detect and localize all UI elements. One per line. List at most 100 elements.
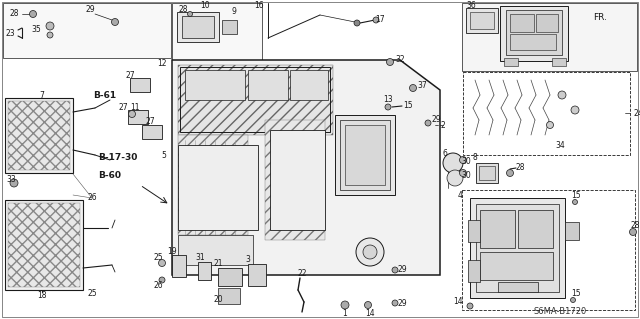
Bar (480, 210, 515, 248)
Bar (565, 222, 579, 240)
Text: 3: 3 (246, 256, 250, 264)
Bar (340, 120, 390, 190)
Bar (128, 110, 148, 124)
Bar (345, 125, 385, 185)
Text: 22: 22 (297, 270, 307, 278)
Bar (468, 220, 480, 242)
Text: 32: 32 (395, 56, 405, 64)
Text: 20: 20 (213, 295, 223, 305)
Text: 25: 25 (153, 253, 163, 262)
Text: 28: 28 (179, 5, 188, 14)
Circle shape (363, 245, 377, 259)
Text: B-61: B-61 (93, 91, 116, 100)
Bar (178, 235, 253, 265)
Text: 19: 19 (167, 248, 177, 256)
Text: 6: 6 (442, 149, 447, 158)
Text: 14: 14 (365, 308, 375, 317)
Circle shape (425, 120, 431, 126)
Circle shape (111, 19, 118, 26)
Circle shape (385, 104, 391, 110)
Text: FR.: FR. (593, 13, 607, 23)
Circle shape (447, 170, 463, 186)
Bar (180, 67, 330, 132)
Text: 35: 35 (31, 26, 41, 34)
Circle shape (29, 11, 36, 18)
Circle shape (10, 179, 18, 187)
Bar (552, 58, 566, 66)
Text: 17: 17 (375, 14, 385, 24)
Text: 7: 7 (40, 92, 44, 100)
Circle shape (571, 106, 579, 114)
Bar (248, 264, 266, 286)
Bar (182, 16, 214, 38)
Circle shape (159, 259, 166, 266)
Circle shape (159, 277, 165, 283)
Text: S6MA-B1720: S6MA-B1720 (533, 307, 587, 315)
Text: 15: 15 (403, 100, 413, 109)
Text: 31: 31 (195, 254, 205, 263)
Circle shape (547, 122, 554, 129)
Bar (177, 12, 219, 42)
Text: 33: 33 (6, 175, 16, 184)
Bar (500, 6, 568, 61)
Text: 27: 27 (145, 117, 155, 127)
Text: 29: 29 (397, 299, 407, 308)
Text: 24: 24 (634, 108, 640, 117)
Bar (466, 8, 498, 33)
Text: 18: 18 (37, 291, 47, 300)
Bar (8, 101, 70, 170)
Circle shape (460, 157, 467, 164)
Circle shape (392, 267, 398, 273)
Bar (8, 203, 80, 287)
Text: 5: 5 (161, 151, 166, 160)
Text: 26: 26 (153, 280, 163, 290)
FancyArrow shape (616, 13, 634, 23)
Bar (5, 98, 73, 173)
Bar (178, 135, 248, 235)
Bar (536, 14, 558, 32)
Text: 8: 8 (472, 152, 477, 161)
Text: 15: 15 (571, 190, 581, 199)
Circle shape (506, 169, 513, 176)
Bar (476, 163, 498, 183)
Circle shape (365, 301, 371, 308)
Bar (265, 120, 325, 240)
Text: 12: 12 (157, 58, 167, 68)
Text: 27: 27 (125, 70, 135, 79)
Circle shape (47, 32, 53, 38)
Circle shape (129, 110, 136, 117)
Circle shape (410, 85, 417, 92)
Text: 16: 16 (254, 2, 264, 11)
Text: B-60: B-60 (99, 170, 122, 180)
Circle shape (354, 20, 360, 26)
Circle shape (558, 91, 566, 99)
Bar (462, 190, 635, 310)
Text: 28: 28 (630, 220, 640, 229)
Text: 23: 23 (5, 29, 15, 39)
Text: 30: 30 (461, 170, 471, 180)
Text: 29: 29 (397, 265, 407, 275)
Bar (518, 210, 553, 248)
Bar (462, 3, 637, 71)
Circle shape (460, 169, 467, 176)
Text: 15: 15 (571, 288, 581, 298)
Circle shape (467, 303, 473, 309)
Text: 29: 29 (85, 5, 95, 14)
Bar (468, 260, 480, 282)
Bar (510, 14, 534, 32)
Text: 30: 30 (461, 158, 471, 167)
Bar (130, 78, 150, 92)
Circle shape (373, 17, 379, 23)
Text: 9: 9 (232, 6, 236, 16)
Text: 28: 28 (515, 162, 525, 172)
Bar (198, 262, 211, 280)
Bar (5, 200, 83, 290)
Bar (222, 20, 237, 34)
Text: 34: 34 (555, 140, 565, 150)
Bar (178, 145, 258, 230)
Circle shape (341, 301, 349, 309)
Polygon shape (172, 60, 440, 275)
Bar (479, 166, 495, 180)
Circle shape (188, 11, 193, 17)
Text: 29: 29 (431, 115, 441, 124)
